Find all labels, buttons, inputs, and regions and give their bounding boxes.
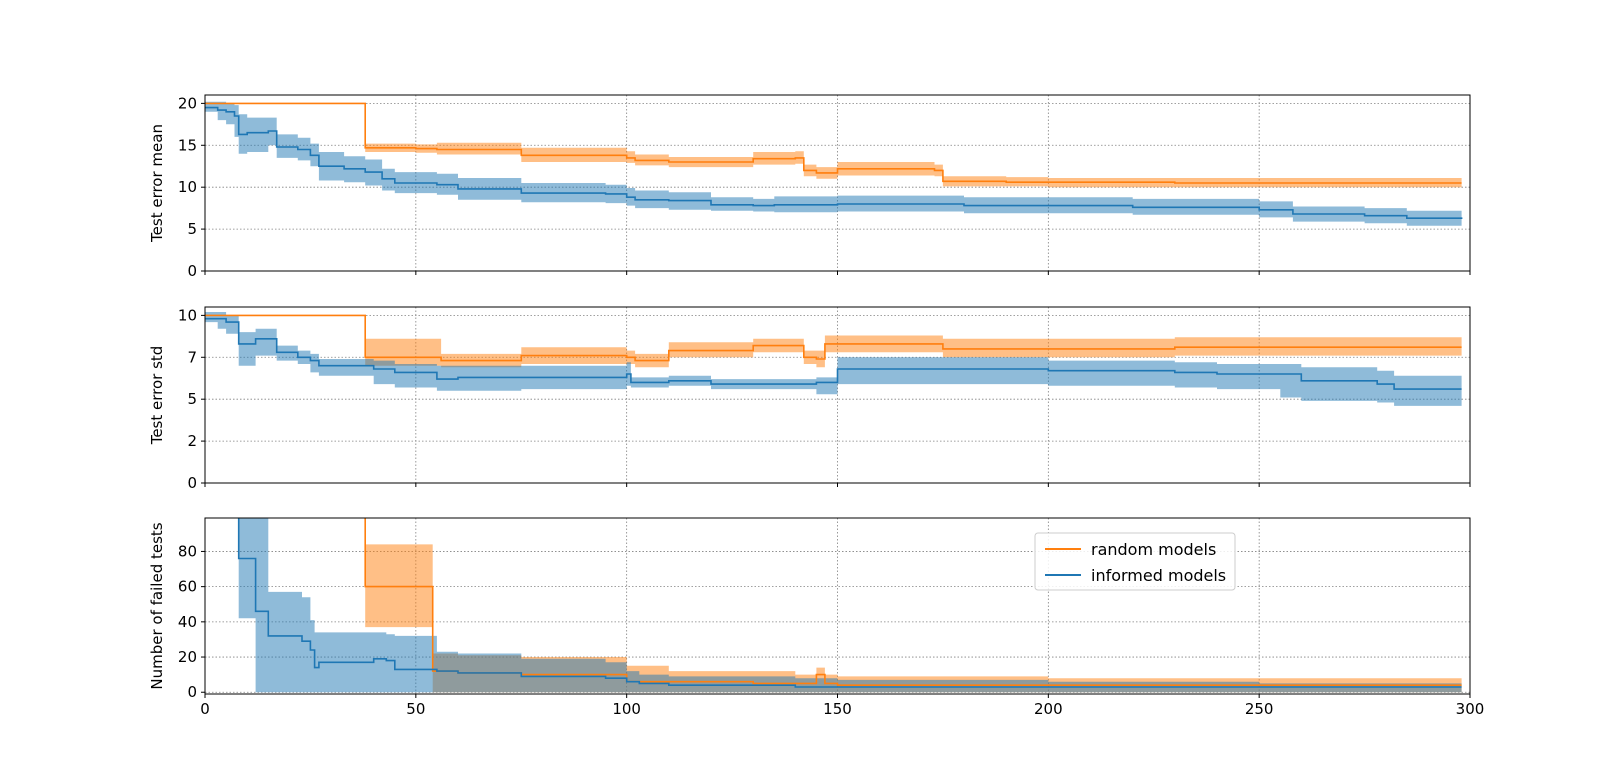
informed-models-band: [205, 312, 1462, 406]
random-models-line: [205, 314, 1462, 362]
legend-label: informed models: [1091, 566, 1226, 585]
y-tick-label: 0: [187, 683, 197, 701]
panel-3: 0 50 100 150 200 250 300 0 20 40 60 80 Number of fai…: [148, 517, 1485, 718]
y-tick-label: 2: [187, 432, 197, 450]
informed-models-band: [205, 101, 1462, 227]
legend-box: [1034, 532, 1236, 591]
plot-area: [237, 518, 1462, 693]
panel-1: 0 5 10 15 20 Test error mean: [148, 94, 1471, 280]
y-tick-label: 5: [187, 390, 197, 408]
y-axis-label: Test error std: [148, 346, 166, 446]
y-tick-label: 20: [178, 648, 197, 666]
random-models-band: [205, 103, 1462, 188]
informed-models-line: [205, 317, 1462, 390]
informed-models-line: [205, 106, 1463, 219]
informed-models-band: [238, 518, 1462, 693]
random-models-line: [364, 518, 1462, 686]
x-tick-label: 0: [200, 700, 210, 718]
legend: random models informed models: [1034, 532, 1236, 591]
legend-label: random models: [1091, 540, 1216, 559]
x-tick-label: 50: [406, 700, 425, 718]
informed-models-line: [237, 518, 1462, 688]
y-tick-label: 20: [178, 94, 197, 112]
plot-area: [205, 312, 1462, 406]
y-tick-label: 80: [178, 542, 197, 560]
y-tick-label: 0: [187, 474, 197, 492]
x-tick-label: 100: [612, 700, 641, 718]
panel-2: 0 2 5 7 10 Test error std: [148, 306, 1471, 492]
y-axis-label: Test error mean: [148, 124, 166, 243]
y-tick-label: 0: [187, 262, 197, 280]
y-axis-label: Number of failed tests: [148, 522, 166, 689]
y-tick-label: 5: [187, 220, 197, 238]
random-models-line: [205, 102, 1462, 184]
y-tick-label: 15: [178, 136, 197, 154]
y-tick-label: 10: [178, 306, 197, 324]
x-tick-label: 200: [1034, 700, 1063, 718]
x-tick-label: 300: [1456, 700, 1485, 718]
random-models-band: [205, 315, 1462, 368]
y-tick-label: 40: [178, 613, 197, 631]
y-tick-label: 60: [178, 578, 197, 596]
x-tick-label: 250: [1245, 700, 1274, 718]
y-tick-label: 10: [178, 178, 197, 196]
x-tick-label: 150: [823, 700, 852, 718]
plot-area: [205, 101, 1463, 227]
y-tick-label: 7: [187, 348, 197, 366]
